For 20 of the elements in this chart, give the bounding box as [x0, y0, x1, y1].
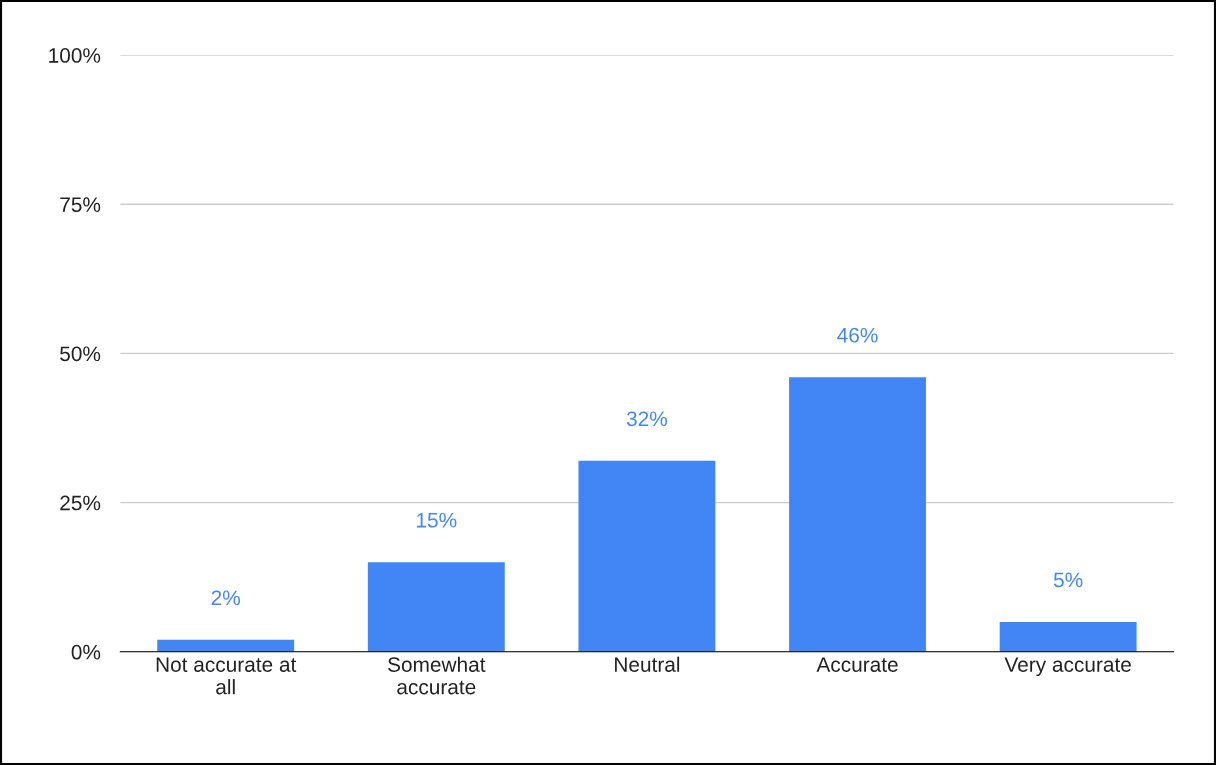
data-label: 15%	[417, 512, 457, 528]
y-tick-label: 50%	[60, 346, 101, 362]
data-label: 32%	[626, 411, 668, 427]
x-tick-label: Accurate	[816, 657, 898, 672]
bar	[578, 460, 716, 652]
bar	[157, 639, 295, 652]
x-tick-label: Somewhat accurate	[388, 656, 486, 695]
x-tick-label: Very accurate	[1004, 657, 1131, 677]
bar	[789, 377, 926, 652]
data-label: 46%	[837, 327, 878, 343]
y-tick-label: 75%	[60, 197, 101, 213]
data-label: 5%	[1053, 572, 1083, 588]
x-tick-label: Neutral	[615, 656, 680, 672]
x-tick-label: Not accurate at all	[156, 657, 297, 695]
bar	[999, 621, 1137, 652]
y-tick-label: 0%	[71, 644, 101, 660]
bar	[367, 562, 505, 652]
data-label: 2%	[211, 590, 240, 606]
y-tick-label: 100%	[49, 48, 101, 63]
y-tick-label: 25%	[60, 495, 101, 511]
